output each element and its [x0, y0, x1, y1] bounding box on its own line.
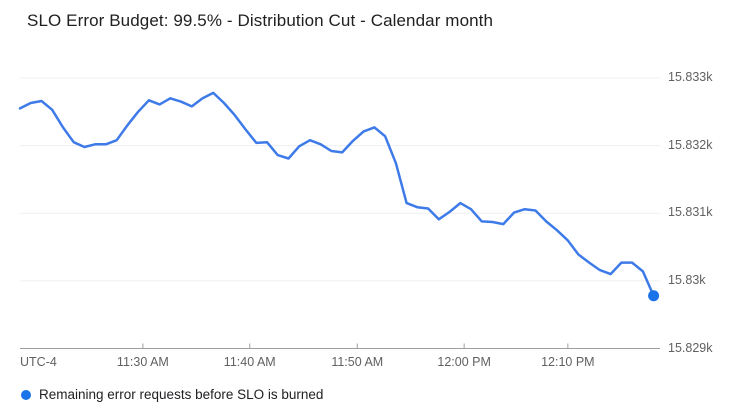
- chart-title: SLO Error Budget: 99.5% - Distribution C…: [27, 11, 494, 30]
- x-axis-tick-label: 11:50 AM: [331, 355, 384, 369]
- legend-item[interactable]: Remaining error requests before SLO is b…: [21, 387, 323, 402]
- legend-series-label: Remaining error requests before SLO is b…: [39, 387, 324, 402]
- x-axis-tick-label: 12:00 PM: [437, 355, 491, 369]
- x-axis-tick-label: 11:40 AM: [223, 355, 276, 369]
- series-endpoint-marker[interactable]: [648, 290, 660, 302]
- y-axis-tick-label: 15.831k: [668, 205, 713, 220]
- y-axis-tick-label: 15.833k: [668, 70, 713, 84]
- x-axis-tick-label: 12:10 PM: [541, 355, 595, 369]
- x-axis-timezone-label: UTC-4: [20, 355, 57, 369]
- chart-canvas[interactable]: [0, 0, 732, 380]
- x-axis-tick-label: 11:30 AM: [116, 355, 169, 369]
- y-axis-tick-label: 15.83k: [668, 272, 706, 287]
- legend-series-dot-icon: [21, 389, 31, 400]
- y-axis-tick-label: 15.832k: [668, 137, 713, 152]
- y-axis-tick-label: 15.829k: [668, 340, 713, 355]
- plot-area: UTC-4 15.833k 15.832k 15.831k 15.83k 15.829k…: [0, 0, 732, 380]
- series-line[interactable]: [18, 91, 655, 298]
